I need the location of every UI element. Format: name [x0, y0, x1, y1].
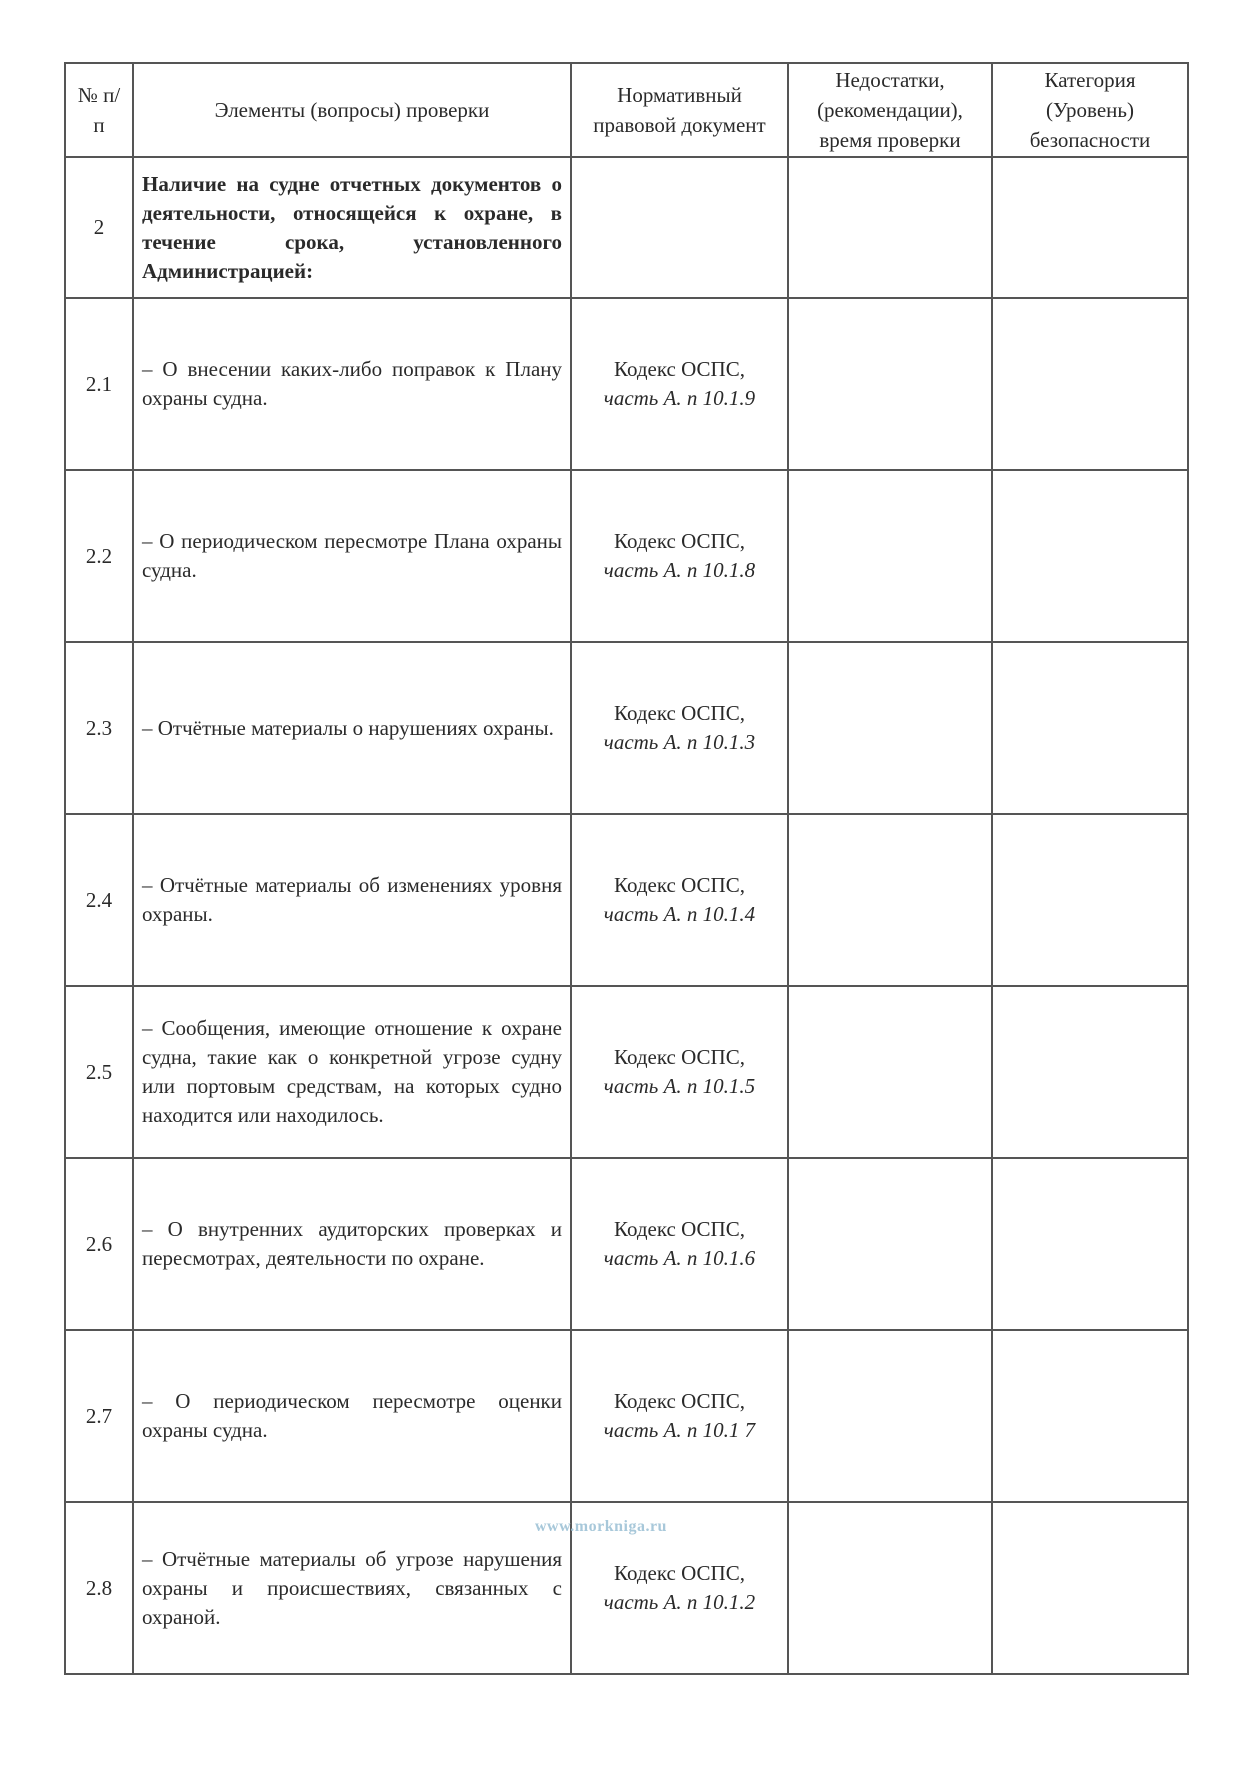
header-row: № п/п Элементы (вопросы) проверки Нормат… — [64, 62, 1189, 158]
row-category-cell[interactable] — [991, 1501, 1189, 1675]
row-document: Кодекс ОСПС, часть А. п 10.1.3 — [570, 641, 789, 815]
row-element-text: – Отчётные материалы о нарушениях охраны… — [132, 641, 572, 815]
row-category-cell[interactable] — [991, 641, 1189, 815]
row-document: Кодекс ОСПС, часть А. п 10.1.2 — [570, 1501, 789, 1675]
row-deficiencies-cell[interactable] — [787, 1157, 993, 1331]
row-deficiencies-cell[interactable] — [787, 1501, 993, 1675]
table-row: 2.5– Сообщения, имеющие отношение к охра… — [64, 985, 1189, 1159]
doc-title: Кодекс ОСПС, — [614, 1561, 745, 1585]
row-number: 2.5 — [64, 985, 134, 1159]
table-row: 2.1– О внесении каких-либо поправок к Пл… — [64, 297, 1189, 471]
row-number: 2.2 — [64, 469, 134, 643]
doc-title: Кодекс ОСПС, — [614, 701, 745, 725]
row-deficiencies-cell[interactable] — [787, 641, 993, 815]
inspection-table: № п/п Элементы (вопросы) проверки Нормат… — [64, 62, 1189, 1675]
doc-reference: часть А. п 10.1.5 — [603, 1074, 756, 1098]
doc-title: Кодекс ОСПС, — [614, 1045, 745, 1069]
row-document: Кодекс ОСПС, часть А. п 10.1.6 — [570, 1157, 789, 1331]
doc-title: Кодекс ОСПС, — [614, 529, 745, 553]
row-category-cell[interactable] — [991, 156, 1189, 299]
row-deficiencies-cell[interactable] — [787, 813, 993, 987]
row-element-text: – О периодическом пересмотре Плана охран… — [132, 469, 572, 643]
row-deficiencies-cell[interactable] — [787, 156, 993, 299]
row-element-text: – Отчётные материалы об угрозе нарушения… — [132, 1501, 572, 1675]
doc-reference: часть А. п 10.1.2 — [603, 1590, 756, 1614]
row-document — [570, 156, 789, 299]
row-deficiencies-cell[interactable] — [787, 985, 993, 1159]
row-element-text: – Отчётные материалы об изменениях уровн… — [132, 813, 572, 987]
row-category-cell[interactable] — [991, 985, 1189, 1159]
doc-title: Кодекс ОСПС, — [614, 873, 745, 897]
doc-title: Кодекс ОСПС, — [614, 1389, 745, 1413]
doc-reference: часть А. п 10.1 7 — [603, 1418, 756, 1442]
table-row: 2.4– Отчётные материалы об изменениях ур… — [64, 813, 1189, 987]
row-category-cell[interactable] — [991, 297, 1189, 471]
row-deficiencies-cell[interactable] — [787, 1329, 993, 1503]
doc-reference: часть А. п 10.1.4 — [603, 902, 756, 926]
row-element-text: – Сообщения, имеющие отношение к охране … — [132, 985, 572, 1159]
header-num: № п/п — [64, 62, 134, 158]
header-deficiencies: Недостатки, (рекомендации), время провер… — [787, 62, 993, 158]
row-number: 2.7 — [64, 1329, 134, 1503]
row-document: Кодекс ОСПС, часть А. п 10.1.9 — [570, 297, 789, 471]
row-number: 2.4 — [64, 813, 134, 987]
row-number: 2.1 — [64, 297, 134, 471]
row-deficiencies-cell[interactable] — [787, 469, 993, 643]
row-number: 2.3 — [64, 641, 134, 815]
table-row: 2.6– О внутренних аудиторских проверках … — [64, 1157, 1189, 1331]
doc-reference: часть А. п 10.1.6 — [603, 1246, 756, 1270]
table-row: 2.7– О периодическом пересмотре оценки о… — [64, 1329, 1189, 1503]
watermark: www.morkniga.ru — [535, 1518, 667, 1535]
row-category-cell[interactable] — [991, 1329, 1189, 1503]
table-row: 2.8– Отчётные материалы об угрозе наруше… — [64, 1501, 1189, 1675]
row-category-cell[interactable] — [991, 813, 1189, 987]
doc-title: Кодекс ОСПС, — [614, 357, 745, 381]
header-category: Категория (Уровень) безопасности — [991, 62, 1189, 158]
doc-title: Кодекс ОСПС, — [614, 1217, 745, 1241]
table-row: 2.2– О периодическом пересмотре Плана ох… — [64, 469, 1189, 643]
row-number: 2 — [64, 156, 134, 299]
header-document: Нормативный правовой документ — [570, 62, 789, 158]
doc-reference: часть А. п 10.1.9 — [603, 386, 756, 410]
table-row: 2 Наличие на судне отчетных документов о … — [64, 156, 1189, 299]
row-element-text: Наличие на судне отчетных документов о д… — [132, 156, 572, 299]
row-category-cell[interactable] — [991, 469, 1189, 643]
row-element-text: – О внутренних аудиторских проверках и п… — [132, 1157, 572, 1331]
row-element-text: – О внесении каких-либо поправок к Плану… — [132, 297, 572, 471]
row-number: 2.6 — [64, 1157, 134, 1331]
doc-reference: часть А. п 10.1.8 — [603, 558, 756, 582]
row-document: Кодекс ОСПС, часть А. п 10.1.8 — [570, 469, 789, 643]
row-category-cell[interactable] — [991, 1157, 1189, 1331]
row-document: Кодекс ОСПС, часть А. п 10.1.5 — [570, 985, 789, 1159]
row-deficiencies-cell[interactable] — [787, 297, 993, 471]
table-row: 2.3– Отчётные материалы о нарушениях охр… — [64, 641, 1189, 815]
doc-reference: часть А. п 10.1.3 — [603, 730, 756, 754]
row-document: Кодекс ОСПС, часть А. п 10.1.4 — [570, 813, 789, 987]
row-element-text: – О периодическом пересмотре оценки охра… — [132, 1329, 572, 1503]
row-document: Кодекс ОСПС, часть А. п 10.1 7 — [570, 1329, 789, 1503]
header-elements: Элементы (вопросы) проверки — [132, 62, 572, 158]
row-number: 2.8 — [64, 1501, 134, 1675]
